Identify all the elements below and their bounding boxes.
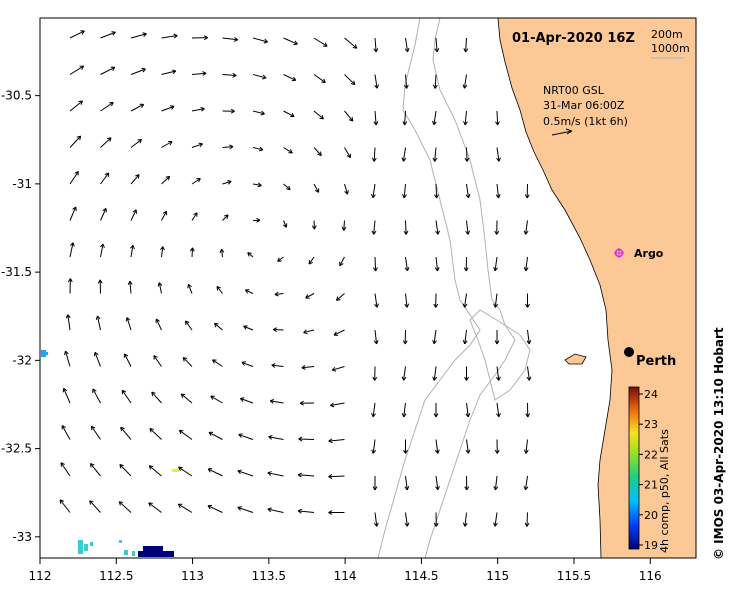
depth-legend-1000: 1000m [651,42,690,55]
y-tick-label: -31.5 [1,265,32,279]
perth-label: Perth [636,354,676,369]
y-tick-label: -32.5 [1,442,32,456]
credit-text: © IMOS 03-Apr-2020 13:10 Hobart [712,300,728,560]
y-tick-label: -30.5 [1,89,32,103]
colorbar-label: 4h comp, p50, All Sats [658,429,671,553]
y-tick-label: -33 [12,530,32,544]
x-tick-label: 113 [181,569,204,583]
x-tick-label: 115 [486,569,509,583]
colorbar-tick-label: 19 [644,539,658,552]
x-tick-label: 114 [334,569,357,583]
y-tick-label: -32 [12,353,32,367]
depth-legend-200: 200m [651,28,683,41]
map-title: 01-Apr-2020 16Z [512,31,635,46]
y-axis: -30.5 -31 -31.5 -32 -32.5 -33 [1,89,40,544]
colorbar-tick-label: 23 [644,418,658,431]
x-tick-label: 113.5 [252,569,286,583]
velocity-date: 31-Mar 06:00Z [543,99,625,112]
x-tick-label: 112.5 [99,569,133,583]
argo-label: Argo [634,247,664,260]
x-tick-label: 116 [639,569,662,583]
colorbar-tick-label: 20 [644,509,658,522]
colorbar-tick-label: 22 [644,448,658,461]
x-tick-label: 114.5 [404,569,438,583]
x-axis: 112 112.5 113 113.5 114 114.5 115 115.5 116 [29,558,662,583]
colorbar-tick-label: 24 [644,388,658,401]
velocity-scale: 0.5m/s (1kt 6h) [543,115,628,128]
velocity-source: NRT00 GSL [543,84,605,97]
y-tick-label: -31 [12,177,32,191]
x-tick-label: 112 [29,569,52,583]
x-tick-label: 115.5 [557,569,591,583]
colorbar-tick-label: 21 [644,479,658,492]
